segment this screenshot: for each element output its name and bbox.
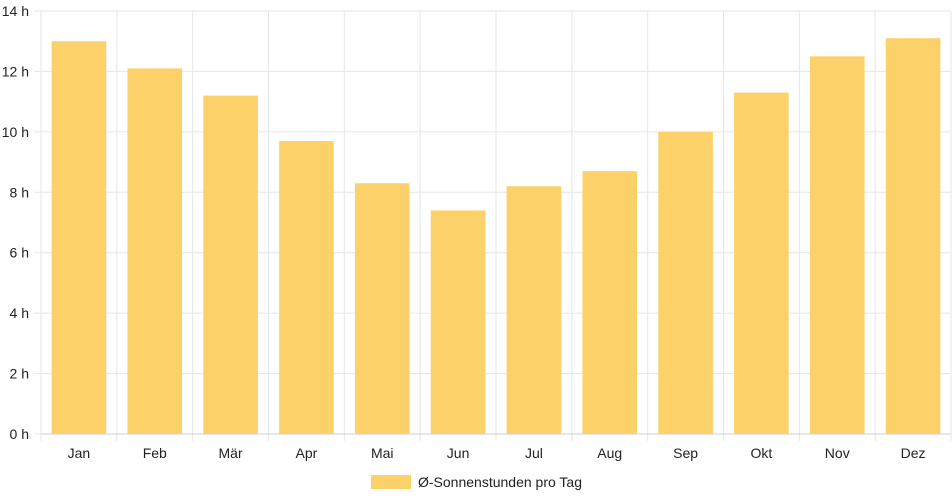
x-tick-label: Jan (68, 445, 91, 461)
bar-mär[interactable] (203, 95, 258, 434)
x-tick-label: Nov (825, 445, 850, 461)
y-tick-label: 0 h (10, 426, 29, 442)
bar-dez[interactable] (885, 38, 941, 434)
bar-aug[interactable] (582, 171, 638, 434)
grid-lines (34, 10, 952, 441)
x-tick-label: Dez (901, 445, 926, 461)
bar-feb[interactable] (127, 68, 183, 435)
y-tick-label: 4 h (10, 305, 29, 321)
y-tick-label: 10 h (2, 124, 29, 140)
x-tick-label: Aug (597, 445, 622, 461)
legend[interactable]: Ø-Sonnenstunden pro Tag (371, 474, 582, 490)
bar-mai[interactable] (354, 183, 410, 434)
y-tick-labels: 0 h 2 h 4 h 6 h 8 h 10 h 12 h 14 h (2, 3, 29, 442)
bar-jul[interactable] (506, 186, 562, 434)
y-tick-label: 14 h (2, 3, 29, 19)
y-tick-label: 8 h (10, 184, 29, 200)
legend-swatch (371, 475, 411, 489)
y-tick-label: 6 h (10, 245, 29, 261)
x-tick-label: Feb (143, 445, 167, 461)
axes (40, 11, 951, 435)
bar-sep[interactable] (658, 131, 713, 434)
legend-label: Ø-Sonnenstunden pro Tag (418, 474, 582, 490)
bar-jun[interactable] (430, 210, 486, 434)
bar-apr[interactable] (279, 140, 334, 434)
y-tick-label: 2 h (10, 366, 29, 382)
x-tick-label: Sep (673, 445, 698, 461)
x-tick-label: Mär (219, 445, 243, 461)
x-tick-label: Jul (525, 445, 543, 461)
x-tick-label: Okt (751, 445, 773, 461)
x-tick-label: Apr (296, 445, 318, 461)
bar-okt[interactable] (734, 92, 789, 434)
bar-nov[interactable] (809, 56, 865, 434)
x-tick-labels: Jan Feb Mär Apr Mai Jun Jul Aug Sep Okt Nov Dez (68, 445, 926, 461)
bar-jan[interactable] (51, 41, 107, 434)
x-tick-label: Mai (371, 445, 394, 461)
bars (51, 38, 941, 435)
y-tick-label: 12 h (2, 63, 29, 79)
x-tick-label: Jun (447, 445, 470, 461)
